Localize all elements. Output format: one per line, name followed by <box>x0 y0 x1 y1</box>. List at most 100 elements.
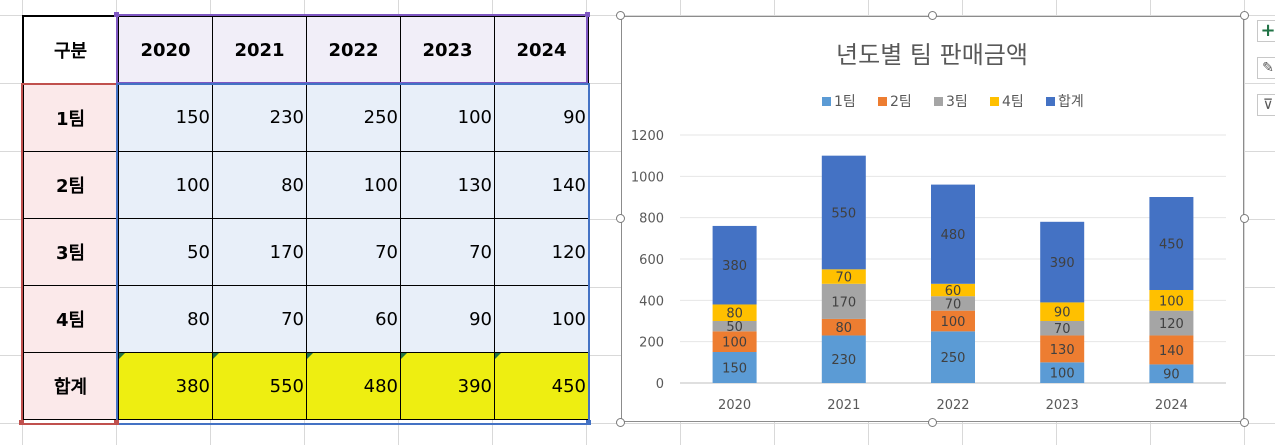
chart-elements-button[interactable]: + <box>1257 20 1275 42</box>
bar-segment <box>821 283 866 319</box>
year-header-2022[interactable]: 2022 <box>306 15 401 85</box>
value-cell[interactable]: 120 <box>494 218 589 286</box>
data-label: 100 <box>1159 294 1184 309</box>
row-header-team4[interactable]: 4팀 <box>22 285 119 353</box>
total-value-cell[interactable]: 480 <box>306 352 401 420</box>
value-cell[interactable]: 70 <box>306 218 401 286</box>
bar-segment <box>712 352 757 383</box>
value-cell[interactable]: 70 <box>212 285 307 353</box>
total-value-cell[interactable]: 550 <box>212 352 307 420</box>
chart-styles-button[interactable]: ✎ <box>1257 57 1275 79</box>
data-label: 90 <box>1054 306 1071 321</box>
resize-handle-right[interactable] <box>1240 214 1249 223</box>
bar-segment <box>1040 221 1085 303</box>
resize-handle-top[interactable] <box>928 11 937 20</box>
value-cell[interactable]: 150 <box>117 83 213 152</box>
data-label: 60 <box>945 284 962 299</box>
y-tick-label: 0 <box>656 377 664 392</box>
value-cell[interactable]: 90 <box>494 83 589 152</box>
row-header-team3[interactable]: 3팀 <box>22 218 119 286</box>
table-row: 2팀 100 80 100 130 140 <box>22 151 589 219</box>
bar-segment <box>1149 364 1194 383</box>
value-cell[interactable]: 90 <box>400 285 495 353</box>
resize-handle-bottom-left[interactable] <box>616 418 625 427</box>
bar-segment <box>931 296 975 311</box>
legend[interactable]: 1팀 2팀 3팀 4팀 합계 <box>822 94 1084 110</box>
resize-handle-top-left[interactable] <box>616 11 625 20</box>
y-tick-label: 800 <box>639 212 664 227</box>
x-tick-label: 2024 <box>1155 398 1188 413</box>
value-cell[interactable]: 170 <box>212 218 307 286</box>
data-label: 480 <box>941 228 966 243</box>
data-label: 50 <box>726 320 743 335</box>
legend-swatch <box>1046 97 1055 106</box>
data-label: 450 <box>1159 238 1184 253</box>
value-cell[interactable]: 100 <box>400 83 495 152</box>
data-label: 230 <box>831 353 856 368</box>
value-cell[interactable]: 80 <box>212 151 307 219</box>
value-cell[interactable]: 100 <box>306 151 401 219</box>
row-header-team1[interactable]: 1팀 <box>22 83 119 152</box>
year-header-2020[interactable]: 2020 <box>117 15 213 85</box>
data-label: 170 <box>831 295 856 310</box>
legend-entry: 4팀 <box>1002 94 1024 110</box>
data-label: 130 <box>1050 343 1075 358</box>
bar-segment <box>931 184 975 284</box>
bar-segment <box>821 155 866 270</box>
legend-entry: 합계 <box>1058 94 1084 110</box>
data-label: 80 <box>726 307 743 322</box>
row-header-total[interactable]: 합계 <box>22 352 119 420</box>
total-value-cell[interactable]: 380 <box>117 352 213 420</box>
table-row: 3팀 50 170 70 70 120 <box>22 218 589 286</box>
data-label: 380 <box>722 259 747 274</box>
row-header-team2[interactable]: 2팀 <box>22 151 119 219</box>
data-label: 80 <box>836 321 853 336</box>
total-value-cell[interactable]: 390 <box>400 352 495 420</box>
corner-cell[interactable]: 구분 <box>22 15 119 85</box>
resize-handle-left[interactable] <box>616 214 625 223</box>
total-value-cell[interactable]: 450 <box>494 352 589 420</box>
data-label: 70 <box>945 297 962 312</box>
value-cell[interactable]: 100 <box>494 285 589 353</box>
data-label: 140 <box>1159 344 1184 359</box>
total-row: 합계 380 550 480 390 450 <box>22 352 589 420</box>
value-cell[interactable]: 100 <box>117 151 213 219</box>
value-cell[interactable]: 250 <box>306 83 401 152</box>
resize-handle-bottom-right[interactable] <box>1240 418 1249 427</box>
value-cell[interactable]: 70 <box>400 218 495 286</box>
bar-segment <box>1149 197 1194 290</box>
year-header-2024[interactable]: 2024 <box>494 15 589 85</box>
bar-segment <box>1040 362 1085 383</box>
chart-title: 년도별 팀 판매금액 <box>836 41 1028 69</box>
year-header-2021[interactable]: 2021 <box>212 15 307 85</box>
legend-entry: 2팀 <box>890 94 912 110</box>
resize-handle-top-right[interactable] <box>1240 11 1249 20</box>
chart-filters-button[interactable]: ⊽ <box>1257 94 1275 116</box>
legend-entry: 3팀 <box>946 94 968 110</box>
y-axis: 0 200 400 600 800 1000 1200 <box>631 129 664 392</box>
chart-area[interactable]: 년도별 팀 판매금액 1팀 2팀 3팀 4팀 합계 0 200 400 600 800 1000 1… <box>621 16 1244 422</box>
data-label: 550 <box>831 207 856 222</box>
data-label: 100 <box>1050 367 1075 382</box>
value-cell[interactable]: 50 <box>117 218 213 286</box>
x-axis: 2020 2021 2022 2023 2024 <box>718 398 1188 413</box>
bar-segment <box>821 335 866 383</box>
legend-swatch <box>934 97 943 106</box>
table-row: 1팀 150 230 250 100 90 <box>22 83 589 152</box>
bar-segment <box>1149 335 1194 365</box>
year-header-2023[interactable]: 2023 <box>400 15 495 85</box>
bar-segment <box>712 331 757 352</box>
table-row: 4팀 80 70 60 90 100 <box>22 285 589 353</box>
sales-table: 구분 2020 2021 2022 2023 2024 1팀 150 230 2… <box>22 15 589 420</box>
value-cell[interactable]: 80 <box>117 285 213 353</box>
value-cell[interactable]: 130 <box>400 151 495 219</box>
x-tick-label: 2021 <box>827 398 860 413</box>
brush-icon: ✎ <box>1262 60 1274 76</box>
bar-segment <box>1149 290 1194 311</box>
bar-segment <box>712 304 757 321</box>
value-cell[interactable]: 230 <box>212 83 307 152</box>
value-cell[interactable]: 140 <box>494 151 589 219</box>
stacked-bar-chart: 년도별 팀 판매금액 1팀 2팀 3팀 4팀 합계 0 200 400 600 800 1000 1… <box>631 41 1226 413</box>
value-cell[interactable]: 60 <box>306 285 401 353</box>
resize-handle-bottom[interactable] <box>928 418 937 427</box>
